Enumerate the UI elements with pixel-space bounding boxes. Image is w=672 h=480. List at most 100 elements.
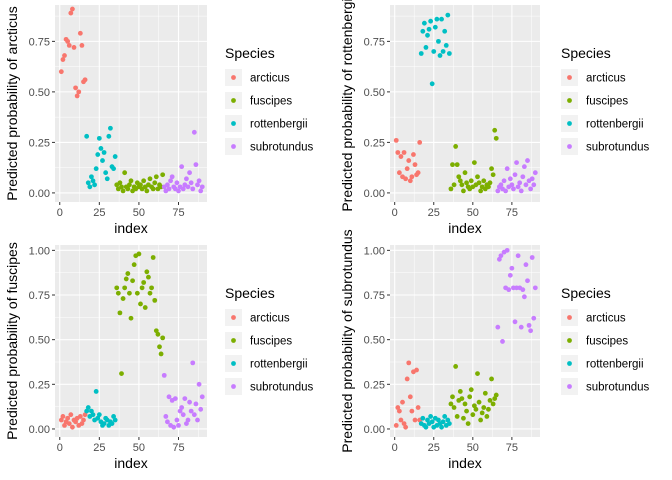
- data-point-fuscipes: [475, 174, 480, 180]
- data-point-subrotundus: [498, 253, 504, 259]
- x-tick-label: 25: [93, 207, 105, 219]
- data-point-subrotundus: [507, 272, 513, 278]
- data-point-rottenbergii: [87, 184, 93, 190]
- data-point-fuscipes: [475, 371, 480, 376]
- data-point-fuscipes: [153, 174, 159, 180]
- y-tick-label: 0.75: [364, 290, 385, 302]
- data-point-fuscipes: [130, 278, 135, 284]
- data-point-fuscipes: [471, 160, 477, 166]
- legend-key-arcticus: [567, 315, 572, 320]
- data-point-subrotundus: [504, 247, 510, 253]
- data-point-subrotundus: [193, 401, 199, 407]
- data-point-subrotundus: [168, 178, 173, 184]
- legend-key-arcticus: [231, 315, 236, 320]
- data-point-fuscipes: [128, 315, 134, 321]
- data-point-rottenbergii: [98, 146, 104, 151]
- data-point-arcticus: [412, 417, 418, 423]
- data-point-rottenbergii: [429, 81, 435, 87]
- legend-label-rottenbergii: rottenbergii: [250, 359, 308, 371]
- data-point-fuscipes: [490, 172, 496, 178]
- legend-key-rottenbergii: [567, 121, 572, 126]
- data-point-fuscipes: [487, 397, 493, 403]
- legend: Species arcticus fuscipes rottenbergii subro…: [561, 285, 650, 395]
- data-point-fuscipes: [147, 290, 153, 296]
- series-subrotundus: [495, 158, 538, 194]
- y-tick-label: 0.50: [29, 335, 50, 347]
- legend-key-subrotundus: [567, 144, 572, 149]
- data-point-subrotundus: [163, 414, 169, 419]
- data-point-fuscipes: [139, 285, 145, 291]
- series-rottenbergii: [418, 12, 452, 87]
- data-point-arcticus: [62, 53, 67, 58]
- data-point-subrotundus: [532, 170, 538, 176]
- y-tick-label: 1.00: [29, 245, 50, 257]
- x-axis-title: index: [114, 455, 147, 471]
- data-point-subrotundus: [515, 184, 521, 190]
- data-point-arcticus: [406, 158, 412, 163]
- data-point-rottenbergii: [442, 414, 448, 419]
- series-rottenbergii: [84, 389, 118, 428]
- data-point-fuscipes: [123, 276, 129, 282]
- data-point-rottenbergii: [445, 12, 451, 18]
- data-point-fuscipes: [462, 170, 468, 176]
- data-point-arcticus: [403, 424, 409, 430]
- data-point-rottenbergii: [437, 53, 443, 58]
- data-point-arcticus: [395, 150, 401, 155]
- data-point-subrotundus: [177, 408, 183, 414]
- data-point-fuscipes: [158, 351, 164, 357]
- data-point-subrotundus: [514, 160, 519, 166]
- data-point-rottenbergii: [446, 51, 452, 56]
- data-point-rottenbergii: [109, 421, 115, 427]
- data-point-fuscipes: [448, 401, 454, 407]
- data-point-fuscipes: [468, 178, 474, 184]
- data-point-fuscipes: [493, 135, 499, 141]
- series-arcticus: [58, 412, 88, 430]
- data-point-arcticus: [396, 408, 402, 414]
- legend-label-rottenbergii: rottenbergii: [586, 119, 644, 131]
- data-point-subrotundus: [498, 182, 504, 188]
- x-tick-label: 25: [93, 442, 105, 454]
- data-point-subrotundus: [172, 396, 178, 401]
- data-point-arcticus: [415, 170, 421, 176]
- data-point-rottenbergii: [89, 174, 94, 180]
- data-point-arcticus: [65, 415, 71, 421]
- data-point-arcticus: [73, 85, 78, 91]
- data-point-rottenbergii: [428, 18, 434, 24]
- legend-label-fuscipes: fuscipes: [250, 96, 292, 108]
- data-point-subrotundus: [501, 178, 507, 184]
- data-point-subrotundus: [520, 174, 526, 180]
- data-point-subrotundus: [523, 182, 529, 188]
- data-point-subrotundus: [180, 186, 186, 192]
- data-point-fuscipes: [146, 274, 151, 280]
- y-tick-label: 0.75: [364, 36, 385, 48]
- data-point-arcticus: [404, 376, 410, 382]
- data-point-fuscipes: [476, 180, 482, 186]
- data-point-arcticus: [398, 154, 404, 159]
- data-point-arcticus: [82, 412, 88, 418]
- data-point-fuscipes: [160, 335, 166, 341]
- data-point-fuscipes: [152, 180, 158, 186]
- data-point-arcticus: [66, 43, 72, 48]
- data-point-fuscipes: [122, 170, 128, 176]
- data-point-rottenbergii: [85, 405, 91, 410]
- data-point-fuscipes: [155, 331, 161, 337]
- data-point-rottenbergii: [95, 415, 101, 421]
- x-tick-label: 75: [506, 442, 518, 454]
- chart-panel-2: 0 25 50 75 0.00 0.25 0.50 0.75 index Predicted pr…: [339, 0, 650, 236]
- data-point-fuscipes: [454, 414, 460, 419]
- legend-title: Species: [225, 285, 275, 301]
- data-point-fuscipes: [141, 280, 147, 285]
- data-point-fuscipes: [464, 180, 469, 186]
- data-point-subrotundus: [525, 278, 530, 284]
- data-point-subrotundus: [495, 188, 501, 194]
- data-point-fuscipes: [450, 394, 455, 400]
- data-point-fuscipes: [487, 180, 493, 186]
- y-tick-label: 0.50: [364, 335, 385, 347]
- data-point-fuscipes: [157, 344, 162, 350]
- data-point-fuscipes: [127, 182, 132, 188]
- data-point-rottenbergii: [443, 43, 449, 48]
- data-point-arcticus: [393, 422, 399, 428]
- data-point-subrotundus: [188, 408, 194, 414]
- data-point-rottenbergii: [84, 408, 90, 414]
- data-point-subrotundus: [166, 186, 172, 192]
